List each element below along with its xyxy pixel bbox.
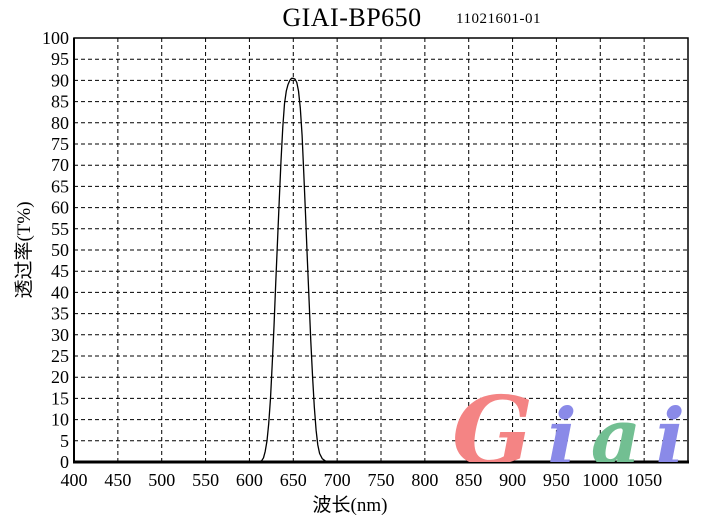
y-tick-label: 45	[51, 261, 69, 281]
watermark-letter-a: a	[590, 392, 642, 463]
x-tick-label: 800	[411, 470, 438, 490]
x-tick-label: 1000	[582, 470, 618, 490]
x-tick-label: 700	[324, 470, 351, 490]
chart-title: GIAI-BP650	[282, 3, 422, 32]
y-tick-label: 20	[51, 367, 69, 387]
x-tick-label: 850	[455, 470, 482, 490]
y-tick-label: 85	[51, 92, 69, 112]
y-tick-label: 100	[42, 28, 69, 48]
x-tick-label: 950	[543, 470, 570, 490]
x-tick-label: 600	[236, 470, 263, 490]
y-tick-label: 10	[51, 410, 69, 430]
y-tick-label: 70	[51, 155, 69, 175]
y-tick-label: 0	[60, 452, 69, 472]
x-tick-label: 1050	[626, 470, 662, 490]
x-tick-label: 400	[61, 470, 88, 490]
x-tick-label: 550	[192, 470, 219, 490]
y-tick-label: 50	[51, 240, 69, 260]
transmittance-curve	[74, 77, 688, 463]
y-tick-label: 40	[51, 282, 69, 302]
y-tick-label: 15	[51, 388, 69, 408]
y-tick-label: 80	[51, 113, 69, 133]
y-tick-label: 60	[51, 198, 69, 218]
y-tick-label: 35	[51, 304, 69, 324]
x-axis-label: 波长(nm)	[312, 495, 388, 515]
y-tick-label: 75	[51, 134, 69, 154]
y-tick-label: 95	[51, 49, 69, 69]
x-tick-label: 650	[280, 470, 307, 490]
giai-logo-watermark: G i a i	[452, 384, 712, 462]
y-tick-label: 30	[51, 325, 69, 345]
y-tick-label: 25	[51, 346, 69, 366]
serial-number: 11021601-01	[456, 11, 541, 27]
y-axis-label: 透过率(T%)	[14, 201, 35, 299]
y-tick-label: 5	[60, 431, 69, 451]
x-tick-label: 900	[499, 470, 526, 490]
y-tick-label: 55	[51, 219, 69, 239]
x-tick-label: 450	[104, 470, 131, 490]
x-tick-label: 750	[368, 470, 395, 490]
y-tick-label: 65	[51, 176, 69, 196]
x-tick-label: 500	[148, 470, 175, 490]
watermark-letter-i2: i	[655, 392, 685, 463]
watermark-letter-g: G	[452, 384, 534, 462]
y-tick-label: 90	[51, 70, 69, 90]
watermark-letter-i1: i	[547, 392, 577, 463]
